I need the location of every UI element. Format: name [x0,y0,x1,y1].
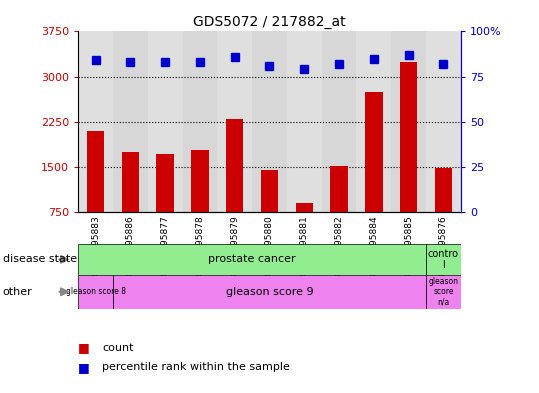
Text: contro
l: contro l [428,249,459,270]
Bar [295,203,313,257]
Text: ■: ■ [78,361,90,374]
Bar [183,31,217,212]
Bar [330,166,348,257]
Bar [322,31,356,212]
Bar [261,170,278,257]
Text: prostate cancer: prostate cancer [208,254,296,264]
Bar [217,31,252,212]
Bar [365,92,383,257]
Bar [400,62,417,257]
Bar [426,244,461,275]
Bar [391,31,426,212]
Text: disease state: disease state [3,254,77,264]
Bar [426,275,461,309]
Text: gleason score 9: gleason score 9 [226,287,313,297]
Text: other: other [3,287,32,297]
Bar [87,131,104,257]
Bar [252,31,287,212]
Text: gleason
score
n/a: gleason score n/a [429,277,459,307]
Text: ■: ■ [78,341,90,354]
Bar [78,31,113,212]
Bar [226,119,244,257]
Text: count: count [102,343,134,353]
Bar [122,152,139,257]
Bar [156,154,174,257]
Text: gleason score 8: gleason score 8 [66,287,126,296]
Bar [113,31,148,212]
Bar [113,275,426,309]
Bar [78,275,113,309]
Title: GDS5072 / 217882_at: GDS5072 / 217882_at [193,15,346,29]
Bar [287,31,322,212]
Bar [435,168,452,257]
Bar [148,31,183,212]
Bar [191,150,209,257]
Bar [426,31,461,212]
Bar [356,31,391,212]
Text: percentile rank within the sample: percentile rank within the sample [102,362,291,373]
